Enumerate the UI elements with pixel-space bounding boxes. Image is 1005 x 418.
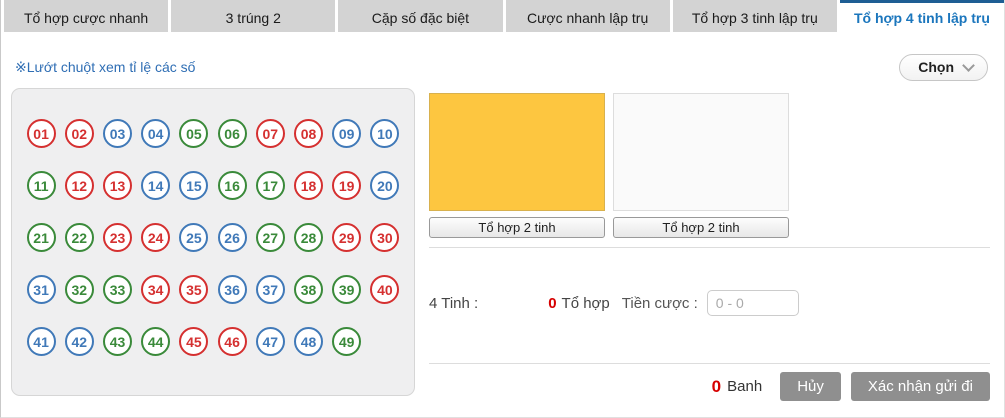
number-ball-43[interactable]: 43	[102, 327, 132, 356]
ball-count-unit: Banh	[727, 378, 763, 395]
chevron-down-icon	[964, 61, 973, 70]
combo-preview-box-1[interactable]	[429, 93, 605, 211]
number-ball-07[interactable]: 07	[255, 119, 285, 148]
bet-summary-row: 4 Tinh : 0 Tổ hợp Tiền cược :	[429, 290, 990, 316]
number-ball-23[interactable]: 23	[102, 223, 132, 252]
combo-count: 0	[548, 294, 557, 312]
number-grid-panel: 01 02 03 04 05 06 07 08 09 10 11 12 13 14 15 16 17 18 19 20…	[11, 88, 415, 396]
number-ball-29[interactable]: 29	[332, 223, 362, 252]
number-ball-05[interactable]: 05	[179, 119, 209, 148]
number-ball-10[interactable]: 10	[370, 119, 400, 148]
toolbar: ※Lướt chuột xem tỉ lệ các số Chọn	[1, 32, 1004, 84]
number-ball-03[interactable]: 03	[102, 119, 132, 148]
number-ball-26[interactable]: 26	[217, 223, 247, 252]
number-ball-08[interactable]: 08	[293, 119, 323, 148]
number-ball-01[interactable]: 01	[26, 119, 56, 148]
tab-to-hop-3-tinh-lap-tru[interactable]: Tổ hợp 3 tinh lập trụ	[672, 0, 837, 32]
bet-type-label: 4 Tinh :	[429, 294, 479, 312]
number-ball-22[interactable]: 22	[64, 223, 94, 252]
chon-select-button[interactable]: Chọn	[899, 53, 988, 81]
number-ball-44[interactable]: 44	[141, 327, 171, 356]
number-ball-47[interactable]: 47	[255, 327, 285, 356]
number-ball-49[interactable]: 49	[332, 327, 362, 356]
combo-slot-1: Tổ hợp 2 tinh	[429, 93, 605, 238]
number-ball-45[interactable]: 45	[179, 327, 209, 356]
confirm-submit-button[interactable]: Xác nhận gửi đi	[850, 372, 990, 401]
number-ball-39[interactable]: 39	[332, 275, 362, 304]
number-ball-30[interactable]: 30	[370, 223, 400, 252]
ball-count: 0	[711, 376, 722, 396]
cancel-button[interactable]: Hủy	[780, 372, 841, 401]
to-hop-2-tinh-button-2[interactable]: Tổ hợp 2 tinh	[613, 217, 789, 238]
number-ball-41[interactable]: 41	[26, 327, 56, 356]
number-ball-32[interactable]: 32	[64, 275, 94, 304]
tab-to-hop-cuoc-nhanh[interactable]: Tổ hợp cược nhanh	[4, 0, 169, 32]
divider-bottom	[429, 363, 990, 364]
number-ball-17[interactable]: 17	[255, 171, 285, 200]
bet-amount-label: Tiền cược :	[621, 294, 698, 312]
number-ball-25[interactable]: 25	[179, 223, 209, 252]
divider-top	[429, 247, 990, 248]
combo-preview-row: Tổ hợp 2 tinh Tổ hợp 2 tinh	[429, 93, 990, 238]
to-hop-2-tinh-button-1[interactable]: Tổ hợp 2 tinh	[429, 217, 605, 238]
number-ball-18[interactable]: 18	[293, 171, 323, 200]
number-ball-42[interactable]: 42	[64, 327, 94, 356]
number-ball-27[interactable]: 27	[255, 223, 285, 252]
bet-config-panel: Tổ hợp 2 tinh Tổ hợp 2 tinh 4 Tinh : 0 T…	[429, 88, 990, 401]
number-ball-11[interactable]: 11	[26, 171, 56, 200]
action-footer: 0 Banh Hủy Xác nhận gửi đi	[429, 372, 990, 401]
number-ball-37[interactable]: 37	[255, 275, 285, 304]
combo-unit-label: Tổ hợp	[561, 294, 610, 312]
number-ball-34[interactable]: 34	[141, 275, 171, 304]
number-ball-31[interactable]: 31	[26, 275, 56, 304]
number-ball-36[interactable]: 36	[217, 275, 247, 304]
combo-preview-box-2[interactable]	[613, 93, 789, 211]
tab-cap-so-dac-biet[interactable]: Cặp số đặc biệt	[338, 0, 503, 32]
tab-cuoc-nhanh-lap-tru[interactable]: Cược nhanh lập trụ	[505, 0, 670, 32]
number-ball-35[interactable]: 35	[179, 275, 209, 304]
number-ball-14[interactable]: 14	[141, 171, 171, 200]
main-area: 01 02 03 04 05 06 07 08 09 10 11 12 13 14 15 16 17 18 19 20…	[1, 88, 1004, 401]
number-ball-12[interactable]: 12	[64, 171, 94, 200]
number-ball-46[interactable]: 46	[217, 327, 247, 356]
number-ball-16[interactable]: 16	[217, 171, 247, 200]
number-ball-04[interactable]: 04	[141, 119, 171, 148]
number-ball-28[interactable]: 28	[293, 223, 323, 252]
number-ball-02[interactable]: 02	[64, 119, 94, 148]
number-ball-19[interactable]: 19	[332, 171, 362, 200]
hover-hint-note: ※Lướt chuột xem tỉ lệ các số	[15, 58, 196, 75]
number-ball-15[interactable]: 15	[179, 171, 209, 200]
tab-3-trung-2[interactable]: 3 trúng 2	[171, 0, 336, 32]
tab-to-hop-4-tinh-lap-tru[interactable]: Tổ hợp 4 tinh lập trụ	[839, 0, 1005, 32]
number-ball-21[interactable]: 21	[26, 223, 56, 252]
combo-slot-2: Tổ hợp 2 tinh	[613, 93, 789, 238]
number-ball-09[interactable]: 09	[332, 119, 362, 148]
number-ball-24[interactable]: 24	[141, 223, 171, 252]
number-ball-06[interactable]: 06	[217, 119, 247, 148]
tab-bar: Tổ hợp cược nhanh 3 trúng 2 Cặp số đặc b…	[1, 0, 1005, 32]
bet-amount-input[interactable]	[706, 290, 799, 316]
chon-select-label: Chọn	[918, 59, 954, 75]
number-ball-40[interactable]: 40	[370, 275, 400, 304]
number-ball-33[interactable]: 33	[102, 275, 132, 304]
number-ball-48[interactable]: 48	[293, 327, 323, 356]
number-ball-38[interactable]: 38	[293, 275, 323, 304]
number-ball-13[interactable]: 13	[102, 171, 132, 200]
number-ball-20[interactable]: 20	[370, 171, 400, 200]
